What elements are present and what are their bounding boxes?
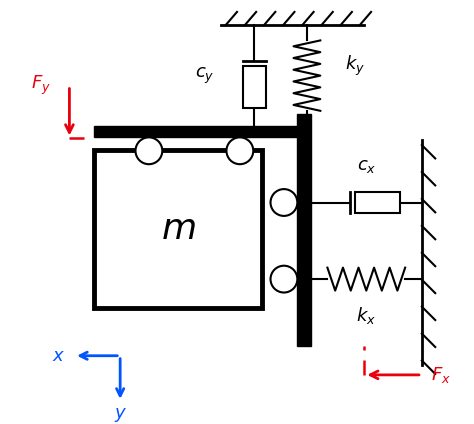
- Bar: [94, 150, 262, 308]
- Bar: [355, 192, 400, 213]
- Text: $k_y$: $k_y$: [345, 54, 365, 78]
- Circle shape: [271, 266, 297, 293]
- Circle shape: [136, 137, 162, 164]
- Text: $F_x$: $F_x$: [431, 365, 451, 385]
- Circle shape: [271, 189, 297, 216]
- Text: $c_x$: $c_x$: [356, 157, 376, 175]
- Text: $c_y$: $c_y$: [195, 66, 214, 86]
- Bar: [94, 126, 297, 137]
- Bar: [297, 114, 311, 346]
- Text: $m$: $m$: [161, 212, 195, 246]
- Text: $y$: $y$: [113, 406, 127, 424]
- Bar: [243, 66, 266, 108]
- Text: $k_x$: $k_x$: [356, 305, 376, 326]
- Text: $F_y$: $F_y$: [31, 74, 51, 97]
- Circle shape: [227, 137, 253, 164]
- Text: $x$: $x$: [52, 347, 65, 365]
